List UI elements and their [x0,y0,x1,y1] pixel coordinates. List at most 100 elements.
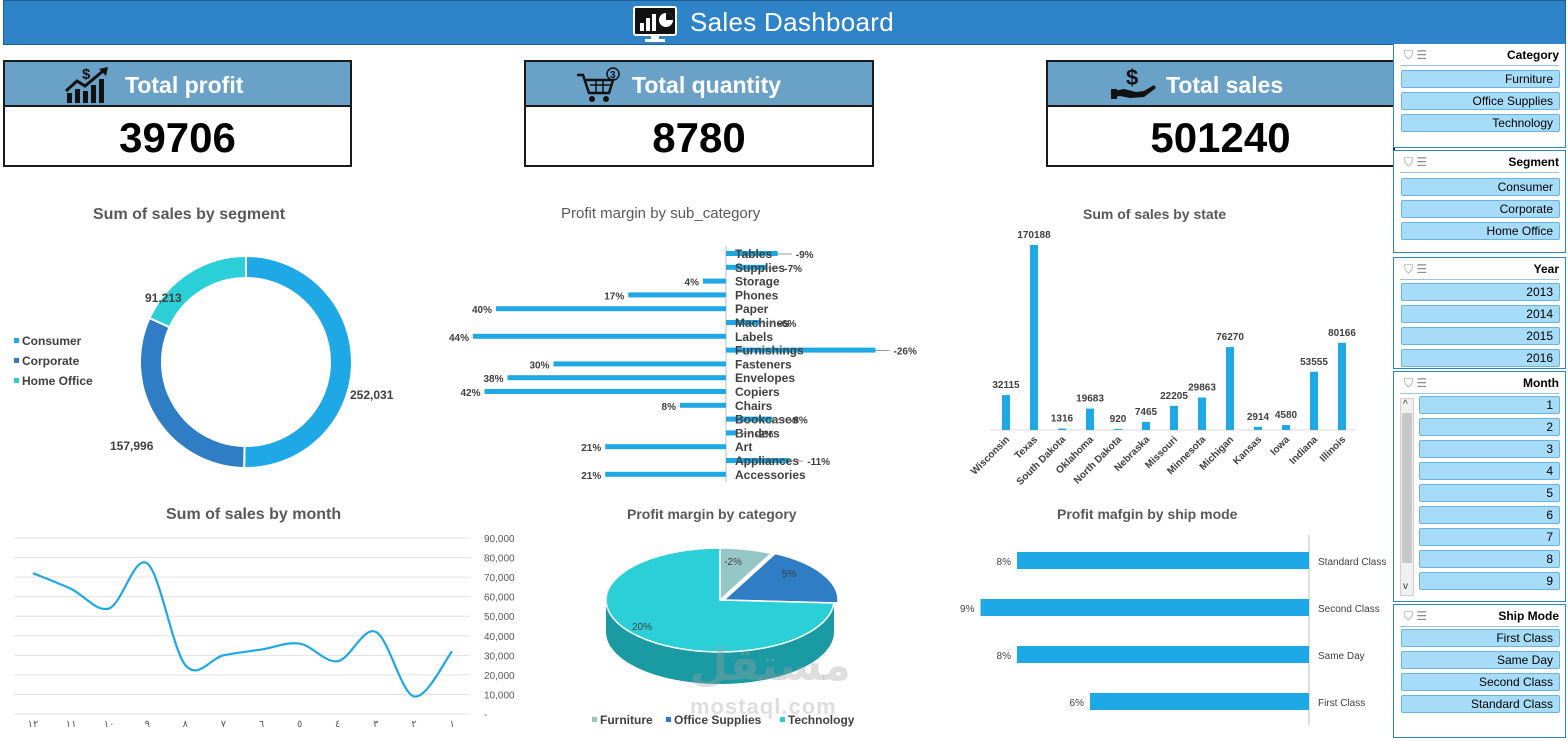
legend-swatch [592,717,597,722]
slicer-item-2014[interactable]: 2014 [1401,305,1560,323]
data-label: 6% [1070,698,1085,709]
slicer-item-corporate[interactable]: Corporate [1401,200,1560,218]
kpi-total-sales: $ Total sales 501240 [1046,60,1395,167]
data-label: 21% [581,471,601,482]
cart-icon: 3 [577,67,620,102]
bar-furnishings [726,347,876,353]
bar-chairs [680,402,726,408]
bar-standard-class [1017,552,1309,569]
slicer-item-month-4[interactable]: 4 [1419,462,1560,480]
watermark-logo: مستقل [690,641,851,690]
data-label: 7465 [1135,407,1158,418]
slicer-header: ⛉ ☰ Category [1400,44,1559,66]
kpi-quantity-label: Total quantity [632,72,782,98]
category-label: Envelopes [735,371,795,385]
kpi-profit-label: Total profit [125,72,244,98]
bar-first-class [1090,693,1309,710]
kpi-sales-value: 501240 [1150,114,1291,161]
slicer-item-month-3[interactable]: 3 [1419,440,1560,458]
slicer-month: ⛉ ☰ Month ^ v 1 2 3 4 5 6 7 8 9 [1393,371,1566,602]
slicer-category: ⛉ ☰ Category Furniture Office Supplies T… [1393,43,1566,148]
data-label: 5% [782,569,797,580]
slicer-item-consumer[interactable]: Consumer [1401,178,1560,196]
category-label: Wisconsin [969,434,1012,477]
data-label: 22205 [1160,391,1188,402]
multi-select-icon[interactable]: ⛉ ☰ [1404,262,1428,276]
kpi-header: $ Total sales [1048,62,1393,107]
svg-text:$: $ [82,66,91,83]
dashboard-header: Sales Dashboard [3,0,1566,45]
slicer-title: Month [1523,376,1559,390]
category-label: Kansas [1231,434,1264,467]
legend-item: Consumer [22,334,82,348]
data-label: 252,031 [350,388,394,402]
multi-select-icon[interactable]: ⛉ ☰ [1404,48,1428,62]
svg-text:3: 3 [610,70,616,81]
slicer-item-home-office[interactable]: Home Office [1401,222,1560,240]
slicer-item-first-class[interactable]: First Class [1401,629,1560,647]
x-tick-label: ٤ [335,719,340,730]
y-tick-label: 90,000 [484,534,515,545]
segment-donut-chart: 252,031 157,996 91,213 Consumer Corporate Hom… [14,254,394,470]
y-tick-label: 40,000 [484,632,515,643]
slicer-item-same-day[interactable]: Same Day [1401,651,1560,669]
multi-select-icon[interactable]: ⛉ ☰ [1404,155,1428,169]
slicer-item-month-8[interactable]: 8 [1419,550,1560,568]
x-tick-label: ٩ [145,719,150,730]
slicer-item-month-2[interactable]: 2 [1419,418,1560,436]
slicer-title: Ship Mode [1498,609,1559,623]
slicer-item-2015[interactable]: 2015 [1401,327,1560,345]
legend-swatch [780,717,785,722]
bar-tables [726,251,778,256]
slicer-item-2013[interactable]: 2013 [1401,283,1560,301]
bar-bookcases [726,416,772,422]
column-indiana [1310,371,1318,430]
state-chart-title: Sum of sales by state [1083,206,1227,222]
x-tick-label: ٨ [183,719,189,730]
data-label: 4% [685,278,700,289]
slicer-item-standard-class[interactable]: Standard Class [1401,695,1560,713]
category-label: Accessories [735,468,806,482]
scrollbar-thumb[interactable] [1402,413,1412,563]
category-label: Tables [735,247,772,261]
shipmode-chart-title: Profit mafgin by ship mode [1057,506,1238,522]
x-tick-label: ١ [449,719,454,730]
scroll-down-icon[interactable]: v [1403,581,1408,592]
slicer-item-month-5[interactable]: 5 [1419,484,1560,502]
category-label: Standard Class [1318,557,1386,568]
slicer-item-month-9[interactable]: 9 [1419,572,1560,590]
slicer-item-month-1[interactable]: 1 [1419,396,1560,414]
column-michigan [1226,347,1234,430]
slicer-item-month-6[interactable]: 6 [1419,506,1560,524]
donut-slice-home-office [148,254,247,329]
category-label: Appliances [735,454,799,468]
data-label: -26% [894,347,917,358]
column-south-dakota [1058,428,1066,430]
money-hand-icon: $ [1111,65,1156,99]
legend-swatch [14,358,19,363]
scroll-up-icon[interactable]: ^ [1403,399,1408,410]
data-label: -8% [790,416,808,427]
data-label: 30% [529,360,549,371]
profit-chart-icon: $ [64,66,108,103]
data-label: 9% [960,604,975,615]
slicer-title: Year [1533,262,1559,276]
slicer-header: ⛉ ☰ Month [1400,372,1559,394]
data-label: 29863 [1188,383,1216,394]
x-tick-label: ٦ [259,719,264,730]
multi-select-icon[interactable]: ⛉ ☰ [1404,609,1428,623]
month-scrollbar[interactable]: ^ v [1400,398,1414,596]
slicer-item-furniture[interactable]: Furniture [1401,70,1560,88]
slicer-item-technology[interactable]: Technology [1401,114,1560,132]
slicer-item-second-class[interactable]: Second Class [1401,673,1560,691]
multi-select-icon[interactable]: ⛉ ☰ [1404,376,1428,390]
sales-line [32,561,453,698]
kpi-total-quantity: 3 Total quantity 8780 [524,60,874,167]
slicer-item-office-supplies[interactable]: Office Supplies [1401,92,1560,110]
slicer-item-month-7[interactable]: 7 [1419,528,1560,546]
donut-slice-consumer [243,254,354,469]
category-label: Chairs [735,399,773,413]
slicer-item-2016[interactable]: 2016 [1401,349,1560,367]
data-label: 40% [472,305,492,316]
bar-supplies [726,264,767,270]
